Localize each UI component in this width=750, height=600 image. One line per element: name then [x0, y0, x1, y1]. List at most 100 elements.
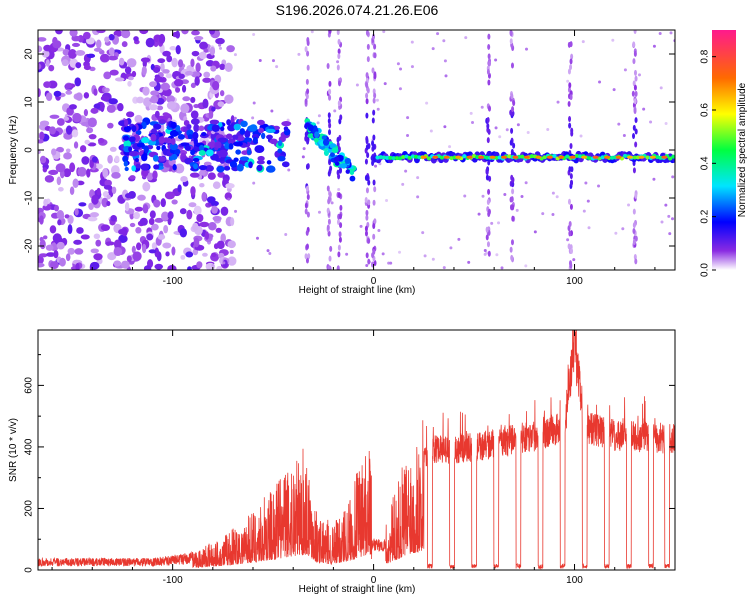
spectrogram-cell: [551, 213, 555, 217]
spectrogram-cell: [154, 263, 164, 270]
spectrogram-cell: [494, 126, 498, 130]
spectrogram-cell: [137, 194, 146, 201]
spectrogram-cell: [160, 82, 171, 91]
spectrogram-cell: [338, 167, 342, 174]
spectrogram-cell: [495, 253, 499, 257]
spectrogram-cell: [175, 30, 181, 39]
spectrogram-cell: [229, 249, 234, 254]
spectrogram-cell: [227, 197, 231, 201]
spectrogram-cell: [614, 231, 618, 235]
spectrogram-cell: [579, 134, 583, 138]
spectrogram-cell: [161, 211, 170, 221]
spectrogram-cell: [326, 224, 330, 231]
spectrogram-cell: [93, 233, 101, 240]
spectrogram-cell: [109, 69, 119, 76]
spectrogram-cell: [160, 198, 166, 208]
spectrogram-cell: [166, 101, 177, 110]
spectrogram-cell: [509, 246, 513, 253]
spectrogram-cell: [169, 142, 178, 151]
spectrogram-cell: [142, 204, 149, 214]
spectrogram-cell: [202, 98, 209, 109]
spectrogram-cell: [135, 163, 141, 169]
spectrogram-cell: [429, 129, 433, 133]
spectrogram-xlabel: Height of straight line (km): [299, 285, 416, 296]
spectrogram-cell: [142, 86, 150, 96]
spectrogram-cell: [106, 194, 111, 200]
spectrogram-cell: [227, 256, 237, 266]
spectrogram-cell: [485, 226, 489, 233]
spectrogram-cell: [586, 199, 590, 203]
spectrogram-cell: [340, 163, 347, 169]
spectrogram-cell: [364, 158, 368, 165]
spectrogram-cell: [91, 194, 99, 205]
spectrogram-cell: [190, 96, 196, 104]
spectrogram-cell: [487, 53, 491, 60]
spectrogram-cell: [488, 105, 492, 112]
spectrogram-cell: [207, 172, 216, 180]
spectrogram-cell: [328, 255, 332, 262]
spectrogram-cell: [569, 155, 576, 159]
spectrogram-cell: [63, 116, 70, 121]
spectrogram-cell: [372, 199, 376, 206]
spectrogram-cell: [627, 203, 631, 207]
spectrogram-cell: [45, 59, 50, 67]
spectrogram-cell: [107, 154, 113, 164]
spectrogram-cell: [219, 46, 223, 50]
spectrogram-cell: [218, 149, 228, 158]
spectrogram-cell: [269, 138, 278, 145]
spectrogram-cell: [497, 221, 501, 225]
spectrogram-cell: [485, 174, 489, 181]
spectrogram-cell: [399, 67, 403, 71]
spectrogram-cell: [486, 137, 490, 144]
spectrogram-cell: [93, 47, 103, 52]
spectrogram-cell: [367, 258, 371, 265]
spectrogram-cell: [423, 254, 427, 258]
spectrogram-cell: [305, 93, 309, 100]
spectrogram-cell: [208, 110, 214, 119]
spectrogram-cell: [128, 146, 133, 152]
spectrogram-cell: [313, 137, 319, 143]
spectrogram-cell: [235, 149, 242, 155]
spectrogram-cell: [218, 43, 222, 47]
spectrogram-cell: [249, 124, 258, 132]
spectrogram-cell: [587, 156, 592, 161]
spectrogram-cell: [90, 107, 99, 114]
spectrogram-cell: [158, 33, 166, 44]
spectrogram-cell: [134, 114, 143, 124]
spectrogram-cell: [455, 155, 462, 159]
spectrogram-cell: [615, 155, 622, 159]
spectrogram-cell: [389, 261, 393, 265]
spectrogram-cell: [487, 33, 491, 40]
snr-ytick-label: 400: [24, 438, 35, 455]
spectrogram-cell: [306, 193, 310, 200]
spectrogram-cell: [108, 47, 115, 56]
spectrogram-cell: [634, 117, 638, 124]
spectrogram-cell: [198, 51, 207, 60]
spectrogram-cell: [511, 215, 515, 222]
spectrogram-cell: [157, 58, 166, 64]
spectrogram-cell: [632, 133, 636, 140]
spectrogram-cell: [338, 80, 342, 87]
spectrogram-cell: [49, 126, 56, 135]
spectrogram-cell: [529, 154, 535, 159]
spectrogram-cell: [202, 252, 208, 257]
spectrogram-cell: [503, 192, 507, 196]
spectrogram-cell: [266, 249, 270, 253]
spectrogram-cell: [45, 92, 53, 101]
spectrogram-cell: [326, 62, 330, 69]
spectrogram-cell: [509, 30, 513, 37]
spectrogram-cell: [148, 217, 155, 226]
spectrogram-cell: [375, 98, 379, 102]
snr-plot-area: [38, 330, 675, 570]
spectrogram-cell: [186, 124, 192, 130]
spectrogram-cell: [81, 121, 90, 127]
spectrogram-cell: [203, 48, 209, 53]
spectrogram-cell: [443, 155, 450, 159]
spectrogram-cell: [486, 199, 490, 206]
spectrogram-cell: [374, 164, 378, 168]
colorbar-tick-label: 0.6: [700, 103, 711, 117]
spectrogram-cell: [124, 166, 129, 172]
spectrogram-cell: [469, 111, 473, 115]
spectrogram-cell: [148, 249, 157, 254]
spectrogram-cell: [317, 114, 321, 118]
